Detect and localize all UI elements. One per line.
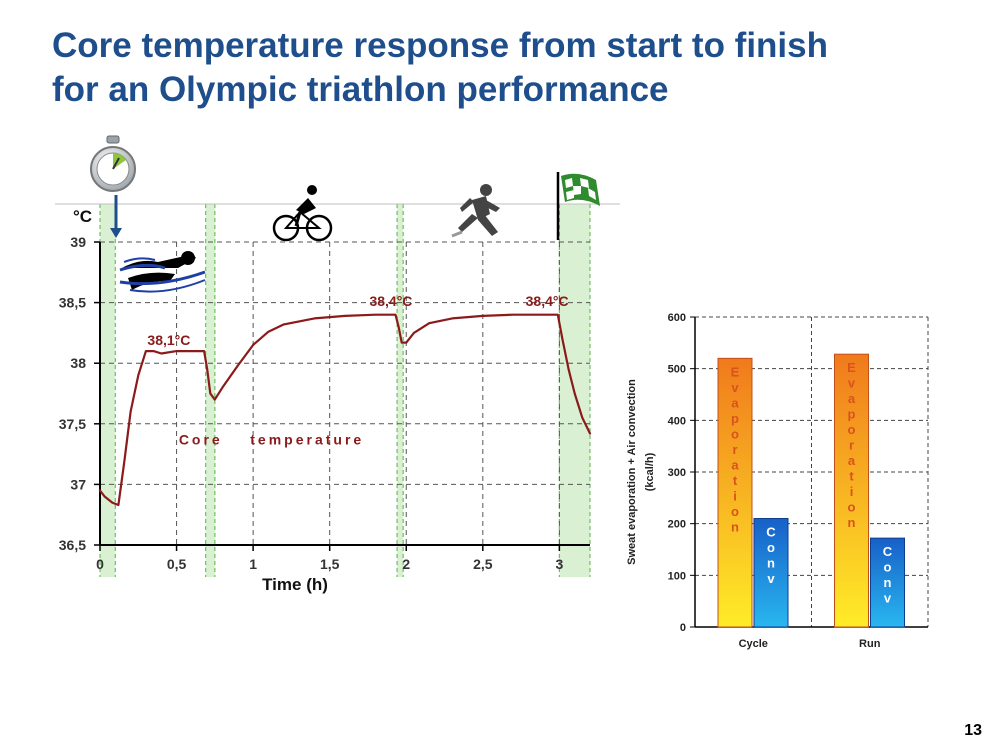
stopwatch-icon [90, 135, 136, 192]
runner-icon [451, 184, 500, 238]
bar-label-letter: n [848, 515, 856, 530]
y-tick-label: 38,5 [59, 295, 86, 311]
y-tick-label: 38 [70, 355, 86, 371]
cyclist-icon [272, 185, 333, 242]
bar-label-letter: t [849, 469, 854, 484]
bar-label-letter: o [884, 560, 892, 575]
bar-label-letter: p [848, 407, 856, 422]
y-tick-label: 37 [70, 476, 86, 492]
bar-y-axis-label-unit: (kcal/h) [644, 452, 656, 491]
bar-label-letter: a [848, 391, 856, 406]
y-axis-label: °C [73, 207, 92, 226]
value-annotation: 38,1°C [147, 332, 190, 348]
bar-label-letter: r [849, 438, 854, 453]
y-tick-label: 39 [70, 234, 86, 250]
bar-y-axis-label: Sweat evaporation + Air convection [626, 379, 638, 565]
bar-chart-bars [717, 353, 905, 628]
bar-label-letter: a [731, 457, 739, 472]
slide-title-line1: Core temperature response from start to … [52, 26, 828, 65]
finish-flag-icon [556, 172, 600, 240]
series-label: Core temperature [179, 431, 364, 447]
bar-label-letter: v [848, 376, 856, 391]
x-tick-label: 3 [555, 556, 563, 572]
bar-y-tick-label: 200 [668, 519, 686, 531]
x-tick-label: 0,5 [167, 556, 187, 572]
transition-band [397, 204, 404, 577]
bar-y-tick-label: 400 [668, 415, 686, 427]
bar-y-tick-label: 100 [668, 570, 686, 582]
bar-label-letter: E [847, 360, 856, 375]
bar-label-letter: C [766, 525, 776, 540]
bar-label-letter: o [848, 422, 856, 437]
start-arrow-icon [110, 195, 122, 238]
transition-band [100, 204, 116, 577]
core-temperature-line [98, 313, 592, 507]
value-annotation: 38,4°C [526, 293, 569, 309]
line-chart-labels: 39 38,5 38 37,5 37 36,5 0 0,5 1 1,5 2 2,5 3 °C Time (h… [59, 207, 569, 594]
bar-category-label: Run [859, 638, 881, 650]
bar-label-letter: p [731, 411, 739, 426]
bar-y-tick-label: 300 [668, 467, 686, 479]
x-tick-label: 2,5 [473, 556, 493, 572]
bar-label-letter: o [767, 540, 775, 555]
bar-y-tick-label: 0 [680, 622, 686, 634]
bar-label-letter: i [850, 484, 854, 499]
evaporation-bar [834, 353, 869, 628]
bar-label-letter: r [732, 442, 737, 457]
bar-label-letter: v [767, 571, 775, 586]
line-chart-series [98, 313, 592, 507]
bar-label-letter: n [767, 556, 775, 571]
bar-label-letter: o [731, 426, 739, 441]
bar-label-letter: a [731, 395, 739, 410]
x-axis-label: Time (h) [262, 575, 328, 594]
x-tick-label: 1,5 [320, 556, 340, 572]
x-tick-label: 2 [402, 556, 410, 572]
line-chart-axes [94, 241, 590, 551]
page-number: 13 [964, 722, 982, 739]
slide-title: Core temperature response from start to … [52, 24, 828, 112]
y-tick-label: 36,5 [59, 537, 86, 553]
bar-category-label: Cycle [739, 638, 768, 650]
bar-label-letter: v [884, 591, 892, 606]
bar-y-tick-label: 500 [668, 364, 686, 376]
bar-label-letter: C [883, 544, 893, 559]
convection-bar [753, 518, 789, 628]
bar-label-letter: o [848, 500, 856, 515]
slide-title-line2: for an Olympic triathlon performance [52, 70, 669, 109]
x-tick-label: 1 [249, 556, 257, 572]
bar-label-letter: n [731, 519, 739, 534]
bar-label-letter: n [884, 575, 892, 590]
bar-y-tick-label: 600 [668, 312, 686, 324]
line-chart-grid [100, 241, 590, 545]
value-annotation: 38,4°C [369, 293, 412, 309]
x-tick-label: 0 [96, 556, 104, 572]
swimmer-icon [119, 251, 206, 293]
convection-bar [870, 537, 905, 628]
evaporation-bar [717, 357, 753, 628]
bar-label-letter: i [733, 488, 737, 503]
bar-chart-labels: 0 100 200 300 400 500 600 Sweat evaporation + A… [626, 312, 893, 650]
bar-label-letter: o [731, 504, 739, 519]
bar-label-letter: a [848, 453, 856, 468]
bar-label-letter: E [731, 364, 740, 379]
bar-label-letter: t [733, 473, 738, 488]
bar-label-letter: v [731, 380, 739, 395]
y-tick-label: 37,5 [59, 416, 86, 432]
